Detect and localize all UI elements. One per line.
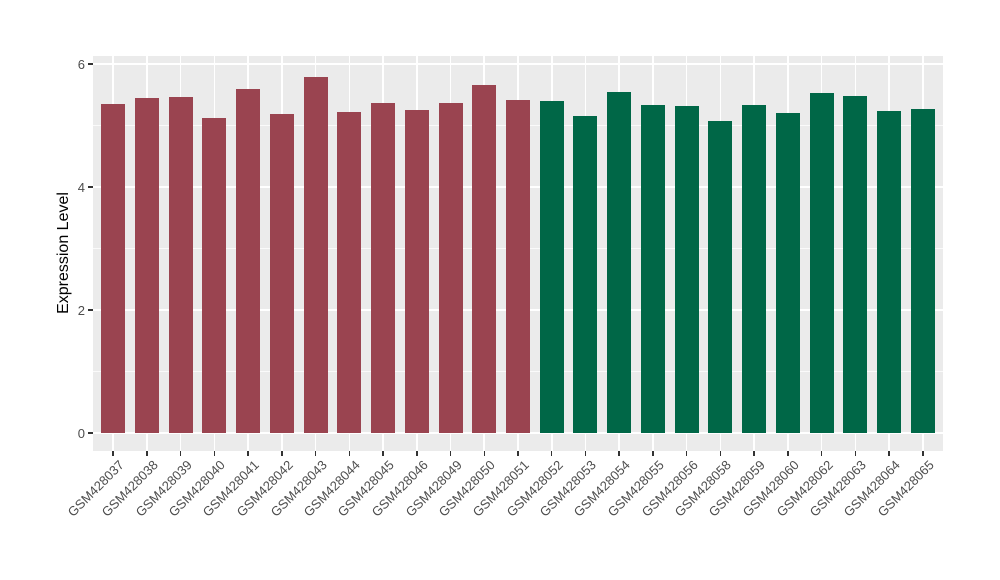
x-tick-mark [281, 451, 283, 456]
bar-GSM428044 [337, 111, 362, 433]
bar-GSM428042 [269, 114, 294, 433]
bar-GSM428063 [843, 95, 868, 433]
bar-GSM428039 [168, 96, 193, 433]
bar-GSM428059 [742, 105, 767, 433]
y-tick-mark-6 [88, 63, 93, 65]
bar-GSM428058 [708, 121, 733, 433]
bar-GSM428064 [877, 111, 902, 433]
y-tick-label-0: 0 [77, 425, 85, 441]
y-axis-title: Expression Level [55, 192, 72, 314]
bar-GSM428041 [236, 88, 261, 433]
bar-GSM428054 [607, 92, 632, 433]
x-tick-mark [652, 451, 654, 456]
y-tick-mark-0 [88, 432, 93, 434]
x-tick-mark [314, 451, 317, 456]
x-tick-mark [854, 451, 857, 456]
x-tick-mark [618, 451, 620, 456]
x-tick-mark [247, 451, 249, 456]
x-tick-mark [179, 451, 182, 456]
x-tick-mark [213, 451, 216, 456]
bar-GSM428053 [573, 115, 598, 433]
x-tick-mark [820, 451, 823, 456]
bar-GSM428049 [438, 102, 463, 433]
bar-GSM428045 [371, 102, 396, 433]
bar-GSM428056 [674, 105, 699, 433]
bar-GSM428043 [303, 76, 328, 433]
x-tick-mark [753, 451, 755, 456]
x-tick-mark [517, 451, 519, 456]
x-tick-mark [449, 451, 452, 456]
x-tick-mark [146, 451, 148, 456]
plot-panel [93, 56, 943, 451]
bar-GSM428062 [809, 92, 834, 433]
x-tick-mark [922, 451, 924, 456]
x-tick-mark [416, 451, 418, 456]
x-tick-mark [382, 451, 384, 456]
bar-GSM428040 [202, 118, 227, 433]
y-tick-label-2: 2 [77, 302, 85, 318]
bar-GSM428055 [640, 104, 665, 433]
bar-GSM428051 [506, 100, 530, 433]
y-tick-mark-2 [88, 309, 93, 311]
bar-GSM428052 [539, 100, 564, 433]
x-tick-mark [685, 451, 688, 456]
x-tick-mark [348, 451, 351, 456]
bar-GSM428050 [472, 84, 497, 433]
x-tick-mark [787, 451, 789, 456]
y-tick-label-4: 4 [77, 179, 85, 195]
bar-GSM428060 [775, 112, 800, 433]
x-tick-mark [719, 451, 722, 456]
y-tick-label-6: 6 [77, 56, 85, 72]
x-tick-mark [584, 451, 587, 456]
x-tick-mark [483, 451, 486, 456]
y-tick-mark-4 [88, 186, 93, 188]
bar-GSM428037 [101, 103, 126, 433]
bar-GSM428065 [910, 108, 935, 433]
x-tick-mark [112, 451, 114, 456]
bar-GSM428046 [404, 109, 429, 433]
x-tick-mark [550, 451, 553, 456]
bar-GSM428038 [134, 98, 159, 433]
x-tick-mark [888, 451, 890, 456]
